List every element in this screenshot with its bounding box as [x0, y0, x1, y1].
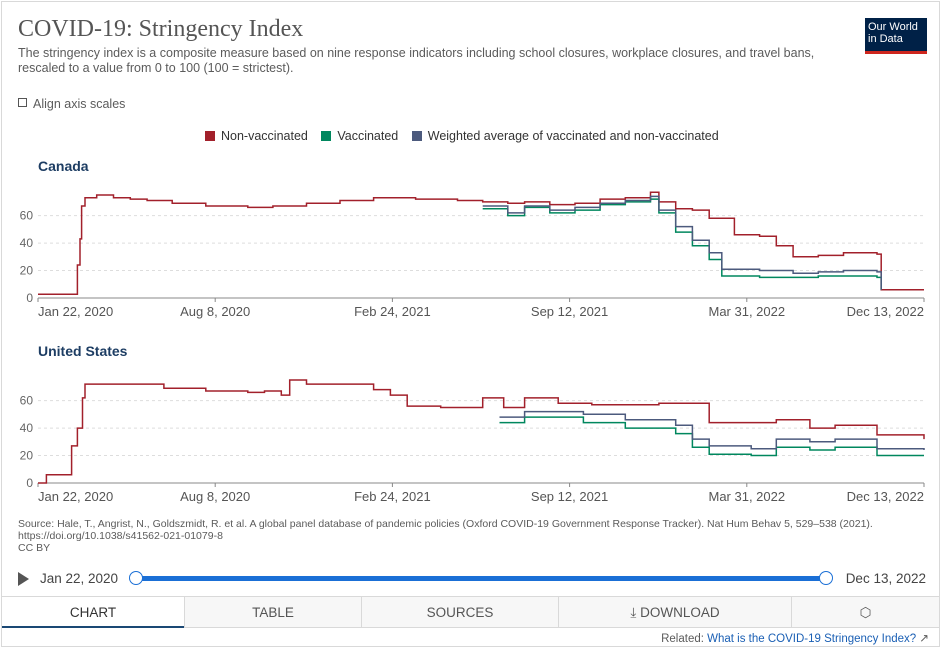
series-line-non-vaccinated [38, 379, 925, 484]
x-tick-label: Sep 12, 2021 [531, 304, 608, 319]
share-icon: ⬡ [859, 605, 872, 620]
source-citation: Source: Hale, T., Angrist, N., Goldszmid… [18, 518, 873, 542]
tab-chart[interactable]: CHART [2, 597, 184, 628]
y-tick-label: 40 [20, 421, 34, 435]
series-line-non-vaccinated [38, 191, 924, 295]
x-tick-label: Mar 31, 2022 [708, 304, 785, 319]
align-axis-label: Align axis scales [33, 97, 126, 111]
legend-label: Weighted average of vaccinated and non-v… [427, 129, 719, 143]
x-tick-label: Dec 13, 2022 [847, 304, 924, 319]
related-prefix: Related: [661, 633, 708, 645]
x-tick-label: Aug 8, 2020 [180, 304, 250, 319]
download-label: DOWNLOAD [640, 605, 720, 620]
panel-title: Canada [38, 158, 89, 174]
legend-item-non-vaccinated[interactable]: Non-vaccinated [205, 129, 308, 143]
chart-title: COVID-19: Stringency Index [18, 16, 304, 42]
chart-subtitle: The stringency index is a composite meas… [18, 46, 815, 75]
x-tick-label: Sep 12, 2021 [531, 489, 608, 504]
series-line-weighted-average-of-vaccinated-and-non-vaccinated [482, 195, 882, 290]
y-tick-label: 20 [20, 449, 34, 463]
y-tick-label: 60 [20, 394, 34, 408]
tab-bar: CHART TABLE SOURCES ⤓ DOWNLOAD ⬡ [2, 596, 939, 628]
x-tick-label: Dec 13, 2022 [847, 489, 924, 504]
logo-red-bar [865, 51, 927, 54]
tab-table[interactable]: TABLE [184, 597, 361, 628]
y-tick-label: 0 [26, 291, 33, 305]
united-states-chart: United States 0 20 40 60 Jan 22, 2020 Aug 8, 2… [20, 343, 925, 504]
legend: Non-vaccinated Vaccinated Weighted avera… [205, 129, 729, 143]
series-line-weighted-average-of-vaccinated-and-non-vaccinated [499, 410, 925, 450]
y-tick-label: 20 [20, 264, 34, 278]
y-tick-label: 40 [20, 236, 34, 250]
timeline-start-handle[interactable] [129, 571, 143, 585]
download-icon: ⤓ [630, 605, 637, 620]
license-label: CC BY [18, 542, 51, 554]
x-tick-label: Feb 24, 2021 [354, 489, 431, 504]
tab-sources[interactable]: SOURCES [361, 597, 558, 628]
x-tick-label: Jan 22, 2020 [38, 489, 113, 504]
panel-title: United States [38, 343, 128, 359]
timeline-start-date: Jan 22, 2020 [40, 571, 119, 586]
timeline: Jan 22, 2020 Dec 13, 2022 [18, 568, 928, 590]
tab-share[interactable]: ⬡ [791, 597, 939, 628]
legend-label: Non-vaccinated [221, 129, 308, 143]
series-line-vaccinated [499, 416, 924, 457]
y-tick-label: 60 [20, 209, 34, 223]
align-axis-scales-checkbox[interactable]: Align axis scales [18, 97, 125, 111]
legend-swatch-vaccinated [321, 131, 332, 141]
logo-line-1: Our World [868, 21, 918, 33]
logo-line-2: in Data [868, 33, 903, 45]
canada-chart: Canada 0 20 40 60 Jan 22, 2020 Aug 8, 2020 Feb … [20, 158, 925, 319]
related-link-row: Related: What is the COVID-19 Stringency… [661, 631, 929, 645]
legend-swatch-non-vaccinated [205, 131, 215, 141]
x-tick-label: Jan 22, 2020 [38, 304, 113, 319]
timeline-track[interactable] [136, 576, 826, 581]
legend-swatch-weighted-average [411, 131, 422, 141]
legend-item-weighted-average[interactable]: Weighted average of vaccinated and non-v… [411, 129, 719, 143]
legend-item-vaccinated[interactable]: Vaccinated [321, 129, 398, 143]
x-tick-label: Aug 8, 2020 [180, 489, 250, 504]
y-tick-label: 0 [26, 476, 33, 490]
x-tick-label: Mar 31, 2022 [708, 489, 785, 504]
checkbox-icon[interactable] [18, 98, 27, 107]
owid-logo[interactable]: Our World in Data [865, 18, 927, 54]
source-note: Source: Hale, T., Angrist, N., Goldszmid… [18, 518, 898, 554]
x-tick-label: Feb 24, 2021 [354, 304, 431, 319]
play-icon[interactable] [18, 572, 29, 586]
related-link[interactable]: What is the COVID-19 Stringency Index? [707, 633, 917, 645]
tab-download[interactable]: ⤓ DOWNLOAD [558, 597, 791, 628]
timeline-end-date: Dec 13, 2022 [845, 571, 926, 586]
legend-label: Vaccinated [337, 129, 399, 143]
timeline-end-handle[interactable] [819, 571, 833, 585]
external-link-icon: ↗ [919, 633, 929, 645]
series-line-vaccinated [482, 198, 882, 290]
